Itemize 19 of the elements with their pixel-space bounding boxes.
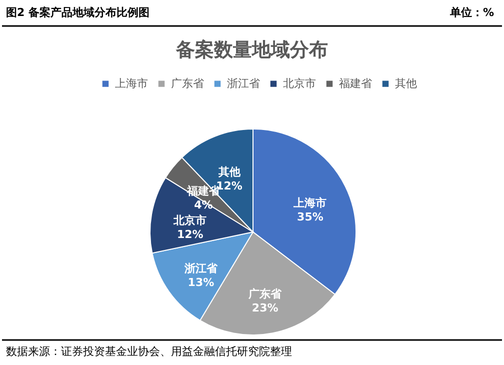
caption: 图2 备案产品地域分布比例图 [6,6,150,19]
legend-label: 广东省 [171,76,204,90]
data-label: 12% [176,228,204,241]
source-note: 数据来源：证券投资基金业协会、用益金融信托研究院整理 [6,345,292,358]
data-label: 23% [252,302,278,315]
data-label: 35% [297,210,324,224]
legend-label: 浙江省 [227,76,260,90]
legend-label: 福建省 [339,76,372,90]
legend-label: 其他 [395,76,417,90]
legend-label: 上海市 [115,76,148,90]
text: 单位：% [448,6,494,19]
legend-label: 北京市 [283,76,316,90]
slice-label: 浙江省 [183,262,218,276]
data-label: 13% [188,276,214,290]
slice-label: 广东省 [248,288,283,301]
slice-label: 上海市 [292,196,327,210]
slice-label: 其他 [217,166,242,179]
slice-label: 北京市 [172,214,207,227]
chart-title: 备案数量地域分布 [175,39,328,61]
